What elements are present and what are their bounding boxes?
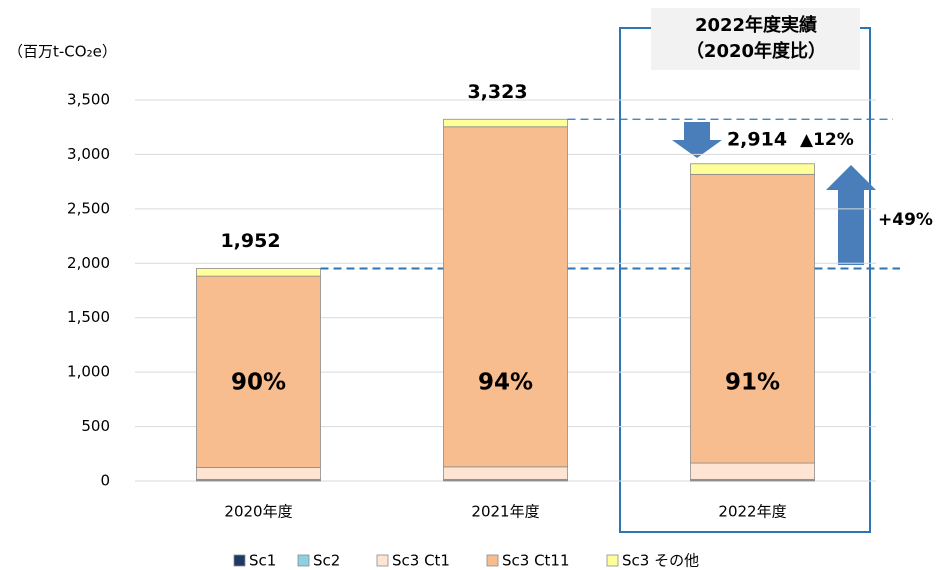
- bar-segment: [690, 163, 815, 175]
- y-tick-label: 0: [100, 472, 110, 490]
- legend-label: Sc3 Ct1: [392, 552, 450, 570]
- x-tick-label: 2020年度: [224, 503, 292, 521]
- x-tick-label: 2021年度: [471, 503, 539, 521]
- y-tick-label: 2,000: [67, 254, 110, 272]
- legend-swatch: [376, 554, 389, 567]
- bar-segment: [443, 126, 568, 468]
- box-subtitle: （2020年度比）: [686, 40, 826, 62]
- y-axis-label: （百万t-CO₂e）: [8, 43, 117, 61]
- total-label: 3,323: [467, 81, 527, 103]
- legend-label: Sc3 Ct11: [502, 552, 570, 570]
- down-arrow: [672, 122, 722, 158]
- legend-label: Sc3 その他: [622, 552, 699, 570]
- box-title-bg: [651, 8, 860, 70]
- box-title: 2022年度実績: [695, 14, 817, 36]
- share-label: 91%: [725, 370, 780, 396]
- share-label: 94%: [478, 370, 533, 396]
- total-label: 1,952: [220, 230, 280, 252]
- total-label: 2,914: [727, 129, 787, 151]
- legend-swatch: [606, 554, 619, 567]
- legend-swatch: [486, 554, 499, 567]
- y-tick-label: 500: [81, 417, 110, 435]
- up-arrow: [826, 165, 876, 265]
- legend-swatch: [233, 554, 246, 567]
- bar-segment: [196, 466, 321, 480]
- y-tick-label: 3,000: [67, 145, 110, 163]
- share-label: 90%: [231, 370, 286, 396]
- bar-segment: [443, 466, 568, 480]
- y-tick-label: 2,500: [67, 199, 110, 217]
- legend-label: Sc1: [249, 552, 276, 570]
- bar-segment: [690, 462, 815, 480]
- change-label: ▲12%: [800, 130, 854, 150]
- bar-segment: [690, 173, 815, 464]
- y-tick-label: 1,500: [67, 308, 110, 326]
- y-tick-label: 3,500: [67, 91, 110, 109]
- bar-segment: [196, 268, 321, 277]
- bar-segment: [443, 118, 568, 128]
- change-label: +49%: [878, 210, 933, 230]
- y-tick-label: 1,000: [67, 363, 110, 381]
- x-tick-label: 2022年度: [718, 503, 786, 521]
- bar-segment: [196, 275, 321, 468]
- legend-swatch: [297, 554, 310, 567]
- legend-label: Sc2: [313, 552, 340, 570]
